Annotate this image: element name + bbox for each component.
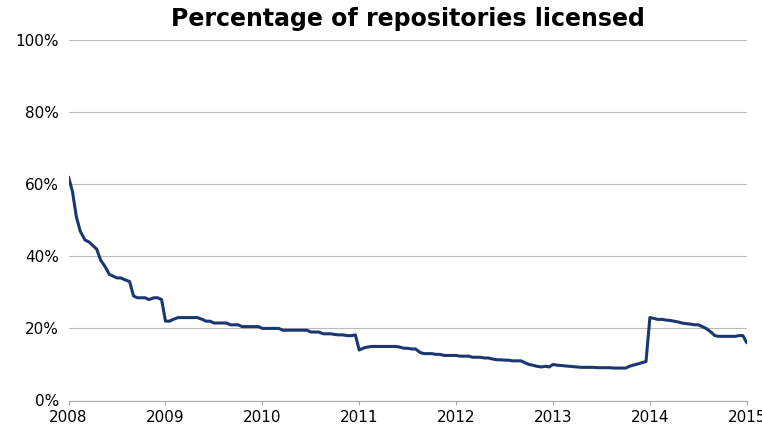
Title: Percentage of repositories licensed: Percentage of repositories licensed [171,7,645,31]
